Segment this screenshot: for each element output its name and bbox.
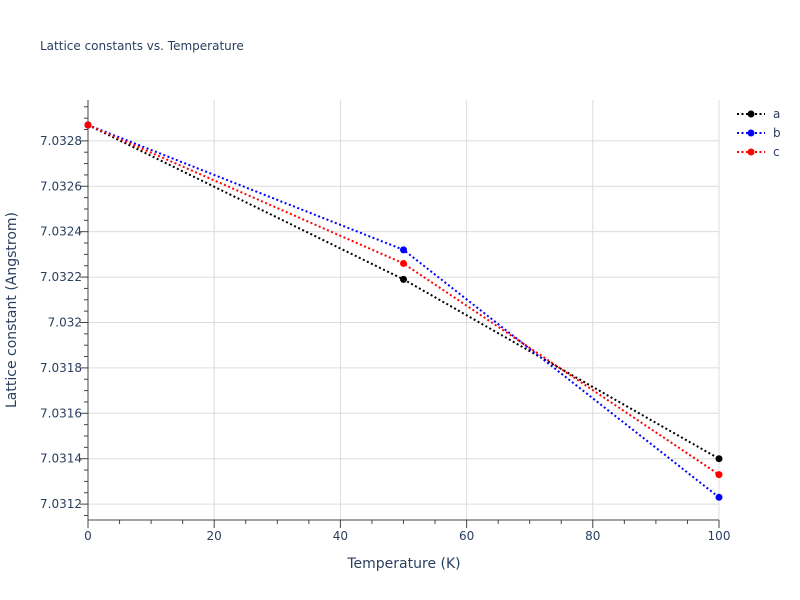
grid	[88, 100, 720, 520]
x-tick-label: 60	[459, 529, 474, 543]
legend-item-a[interactable]: a	[737, 107, 780, 121]
y-tick-label: 7.0322	[40, 270, 82, 284]
x-tick-label: 40	[333, 529, 348, 543]
legend-label: a	[773, 107, 780, 121]
data-point-a[interactable]	[400, 275, 407, 283]
x-tick-label: 0	[84, 529, 92, 543]
data-point-c[interactable]	[715, 471, 723, 479]
data-point-b[interactable]	[715, 493, 723, 501]
y-tick-label: 7.0318	[40, 361, 82, 375]
y-tick-label: 7.0324	[40, 225, 82, 239]
y-tick-label: 7.032	[48, 315, 82, 329]
ticks: 0 20 40 60 80 100 7.0312 7.0314 7.0316 7.0318 7.03…	[40, 106, 731, 543]
legend-label: b	[773, 126, 781, 140]
series-line-b	[87, 124, 720, 499]
data-point-c[interactable]	[84, 121, 92, 129]
x-tick-label: 20	[207, 529, 222, 543]
x-tick-label: 100	[708, 529, 731, 543]
legend-item-b[interactable]: b	[737, 126, 781, 140]
legend-swatch-marker	[747, 148, 755, 156]
data-point-c[interactable]	[400, 259, 407, 267]
legend-item-c[interactable]: c	[737, 145, 780, 159]
data-point-b[interactable]	[400, 246, 407, 254]
series-line-a	[87, 124, 720, 460]
legend-swatch-marker	[747, 129, 755, 137]
y-tick-label: 7.0312	[40, 497, 82, 511]
y-tick-label: 7.0326	[40, 179, 82, 193]
series-line-c	[87, 124, 720, 476]
y-tick-label: 7.0314	[40, 452, 82, 466]
y-axis-title: Lattice constant (Angstrom)	[4, 212, 20, 408]
data-point-a[interactable]	[715, 455, 723, 463]
legend-swatch-marker	[747, 110, 755, 118]
y-tick-label: 7.0316	[40, 406, 82, 420]
x-tick-label: 80	[585, 529, 600, 543]
y-tick-label: 7.0328	[40, 134, 82, 148]
legend[interactable]: abc	[737, 107, 781, 159]
x-axis-title: Temperature (K)	[346, 556, 460, 572]
chart-title: Lattice constants vs. Temperature	[40, 39, 244, 53]
legend-label: c	[773, 145, 780, 159]
series-group	[84, 121, 723, 501]
axes	[87, 100, 719, 521]
